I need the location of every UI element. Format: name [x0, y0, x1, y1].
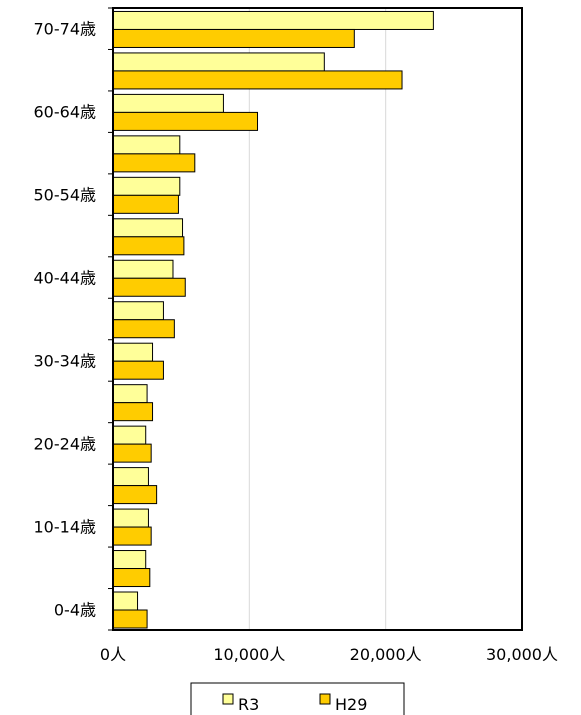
y-axis-labels: 0-4歳 10-14歳 20-24歳 30-34歳 40-44歳 50-54歳 60-64歳… — [34, 20, 97, 620]
bar-h29-12 — [112, 111, 259, 131]
bar-r3-13 — [112, 52, 325, 72]
y-tick-label-12: 60-64歳 — [34, 103, 97, 122]
bar-h29-8 — [112, 277, 186, 297]
y-tick-label-14: 70-74歳 — [34, 20, 97, 39]
plot-area-frame — [112, 7, 523, 631]
y-tick-label-0: 0-4歳 — [54, 600, 96, 619]
y-tick-label-6: 30-34歳 — [34, 351, 97, 370]
bar-r3-5 — [112, 384, 148, 404]
bar-h29-14 — [112, 28, 355, 48]
bar-r3-9 — [112, 218, 184, 238]
bar-h29-10 — [112, 194, 179, 214]
bar-r3-1 — [112, 550, 147, 570]
bar-h29-6 — [112, 360, 164, 380]
bar-r3-10 — [112, 176, 181, 196]
y-axis-ticks — [108, 7, 113, 631]
bar-r3-8 — [112, 259, 174, 279]
legend-label-r3: R3 — [238, 695, 259, 714]
bar-r3-0 — [112, 591, 139, 611]
bar-r3-7 — [112, 301, 164, 321]
x-tick-label-1: 10,000人 — [213, 645, 285, 664]
x-tick-label-0: 0人 — [100, 645, 126, 664]
bar-h29-13 — [112, 70, 403, 90]
bar-r3-6 — [112, 342, 154, 362]
x-axis-labels: 0人 10,000人 20,000人 30,000人 — [100, 645, 558, 664]
bar-r3-3 — [112, 467, 149, 487]
bar-h29-5 — [112, 402, 154, 422]
bar-r3-2 — [112, 508, 149, 528]
y-tick-label-2: 10-14歳 — [34, 517, 97, 536]
legend-swatch-r3 — [222, 693, 234, 705]
bar-h29-9 — [112, 236, 185, 256]
y-tick-label-8: 40-44歳 — [34, 269, 97, 288]
x-tick-label-3: 30,000人 — [486, 645, 558, 664]
bar-r3-11 — [112, 135, 181, 155]
bar-h29-3 — [112, 485, 158, 505]
x-tick-label-2: 20,000人 — [350, 645, 422, 664]
y-tick-label-4: 20-24歳 — [34, 434, 97, 453]
y-tick-label-10: 50-54歳 — [34, 186, 97, 205]
legend-swatch-h29 — [319, 693, 331, 705]
legend: R3 H29 — [190, 682, 405, 715]
bars — [112, 10, 434, 629]
bar-r3-14 — [112, 10, 434, 30]
bar-h29-2 — [112, 526, 152, 546]
bar-h29-11 — [112, 153, 196, 173]
bar-h29-0 — [112, 609, 148, 629]
bar-h29-1 — [112, 568, 151, 588]
legend-label-h29: H29 — [335, 695, 367, 714]
bar-h29-4 — [112, 443, 152, 463]
bar-r3-4 — [112, 425, 147, 445]
gridlines — [248, 8, 387, 630]
bar-r3-12 — [112, 93, 224, 113]
bar-h29-7 — [112, 319, 175, 339]
